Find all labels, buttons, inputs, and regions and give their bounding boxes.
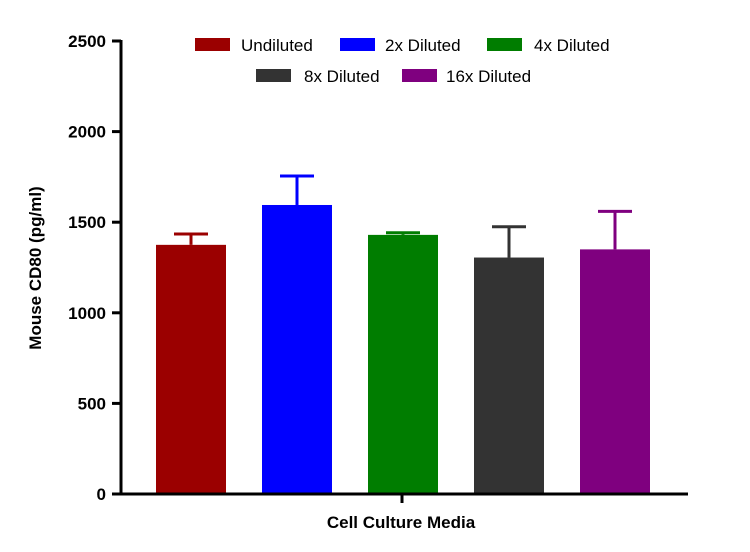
- bars: [156, 204, 650, 494]
- y-tick-label: 500: [78, 394, 106, 413]
- legend-swatch: [340, 38, 375, 51]
- legend-label: 4x Diluted: [534, 36, 610, 55]
- bar: [580, 249, 650, 494]
- y-tick-label: 1500: [68, 213, 106, 232]
- y-axis: 0 500 1000 1500 2000 2500: [68, 32, 123, 504]
- legend: Undiluted 2x Diluted 4x Diluted 8x Diluted 1…: [195, 36, 610, 86]
- legend-label: Undiluted: [241, 36, 313, 55]
- bar: [368, 234, 438, 494]
- x-axis-title: Cell Culture Media: [327, 513, 476, 532]
- legend-label: 8x Diluted: [304, 67, 380, 86]
- legend-label: 2x Diluted: [385, 36, 461, 55]
- legend-swatch: [487, 38, 522, 51]
- y-tick-label: 2000: [68, 123, 106, 142]
- bar: [262, 204, 332, 494]
- legend-swatch: [402, 69, 437, 82]
- y-tick-label: 2500: [68, 32, 106, 51]
- bar: [474, 257, 544, 494]
- error-bars: [174, 174, 632, 258]
- bar: [156, 244, 226, 494]
- legend-swatch: [256, 69, 291, 82]
- x-axis: [119, 492, 688, 503]
- y-tick-label: 1000: [68, 304, 106, 323]
- legend-label: 16x Diluted: [446, 67, 531, 86]
- legend-swatch: [195, 38, 230, 51]
- y-axis-title: Mouse CD80 (pg/ml): [26, 186, 45, 349]
- y-tick-label: 0: [97, 485, 106, 504]
